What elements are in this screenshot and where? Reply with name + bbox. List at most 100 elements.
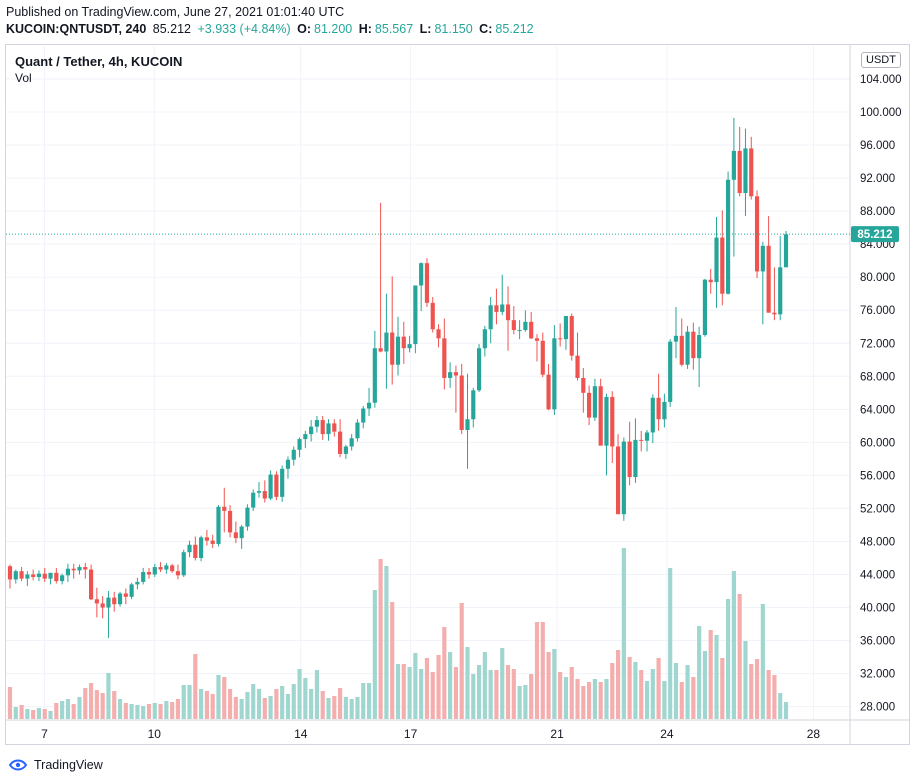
low-value: 81.150 [434, 22, 473, 36]
candle-body [338, 431, 343, 454]
y-tick-label: 84.000 [860, 239, 895, 251]
candle-body [656, 397, 661, 420]
currency-badge[interactable]: USDT [861, 52, 901, 68]
y-tick-label: 40.000 [860, 603, 895, 615]
chart-frame [5, 44, 910, 745]
volume-bar [227, 689, 233, 719]
volume-bar [291, 684, 296, 719]
candle-body [500, 304, 505, 312]
volume-bar [170, 702, 175, 719]
candle-body [65, 568, 70, 576]
volume-bar [523, 685, 528, 719]
candle-body [123, 593, 128, 597]
candle-body [164, 565, 169, 570]
volume-bar [146, 704, 152, 719]
volume-bar [309, 689, 314, 719]
last-price-label: 85.212 [857, 229, 892, 241]
volume-bar [256, 689, 262, 719]
volume-bar [598, 682, 603, 719]
volume-bar [71, 704, 76, 719]
candle-body [442, 338, 447, 378]
candle-body [749, 148, 754, 197]
footer-brand: TradingView [34, 758, 103, 772]
candle-body [673, 335, 679, 342]
y-tick-label: 88.000 [860, 206, 895, 218]
candle-body [152, 567, 157, 575]
candle-body [222, 506, 227, 511]
volume-bar [222, 677, 227, 719]
y-tick-label: 56.000 [860, 470, 895, 482]
volume-bar [384, 566, 389, 719]
volume-bar [679, 682, 684, 719]
candle-body [459, 375, 464, 430]
volume-bar [112, 691, 117, 719]
volume-bar [644, 681, 650, 719]
x-tick-label: 17 [404, 727, 418, 741]
candle-body [233, 532, 238, 539]
candle-body [239, 526, 244, 539]
candle-body [384, 332, 389, 352]
volume-bar [54, 703, 59, 719]
volume-bar [778, 693, 783, 719]
volume-bar [737, 594, 742, 719]
close-label: C: [479, 22, 493, 36]
candle-body [60, 575, 65, 582]
tradingview-logo[interactable]: TradingView [8, 758, 103, 772]
candle-body [633, 439, 638, 478]
volume-bar [731, 571, 736, 719]
candle-body [71, 568, 76, 571]
volume-bar [691, 677, 696, 719]
volume-bar [158, 704, 163, 719]
candle-body [146, 572, 152, 575]
volume-bar [673, 663, 679, 719]
volume-bar [708, 630, 713, 719]
candle-body [465, 419, 470, 430]
volume-bar [621, 548, 626, 719]
volume-bar [36, 708, 42, 719]
candle-body [697, 335, 702, 359]
change-value: +3.933 (+4.84%) [197, 22, 291, 36]
candle-body [361, 408, 366, 423]
candle-body [349, 438, 354, 447]
candle-body [343, 446, 348, 454]
y-tick-label: 36.000 [860, 636, 895, 648]
volume-bar [546, 652, 551, 719]
candle-body [471, 390, 476, 420]
candle-body [691, 331, 696, 359]
candle-body [245, 507, 250, 527]
y-tick-label: 92.000 [860, 173, 895, 185]
volume-bar [668, 568, 673, 719]
tradingview-logo-icon [8, 759, 28, 771]
volume-bar [204, 691, 209, 719]
volume-bar [7, 687, 13, 719]
candle-body [274, 474, 279, 497]
y-tick-label: 64.000 [860, 404, 895, 416]
volume-bar [685, 665, 690, 719]
y-tick-label: 32.000 [860, 669, 895, 681]
candle-body [216, 506, 221, 544]
high-value: 85.567 [374, 22, 414, 36]
candle-body [54, 572, 59, 582]
candle-body [199, 537, 204, 558]
candle-body [256, 491, 262, 493]
y-tick-label: 104.000 [860, 74, 902, 86]
volume-bar [332, 696, 337, 719]
volume-bar [297, 669, 302, 719]
candle-body [627, 441, 632, 478]
volume-bar [349, 699, 354, 719]
candle-body [401, 336, 406, 349]
volume-bar [413, 653, 418, 719]
volume-bar [760, 604, 765, 719]
candle-body [546, 374, 551, 410]
volume-bar [48, 711, 53, 719]
volume-bar [251, 684, 256, 719]
candle-body [158, 567, 163, 570]
x-tick-label: 21 [550, 727, 564, 741]
volume-bar [141, 706, 146, 719]
candle-body [569, 316, 574, 356]
y-tick-label: 76.000 [860, 305, 895, 317]
high-label: H: [358, 22, 372, 36]
open-label: O: [297, 22, 311, 36]
volume-bar [123, 703, 128, 719]
